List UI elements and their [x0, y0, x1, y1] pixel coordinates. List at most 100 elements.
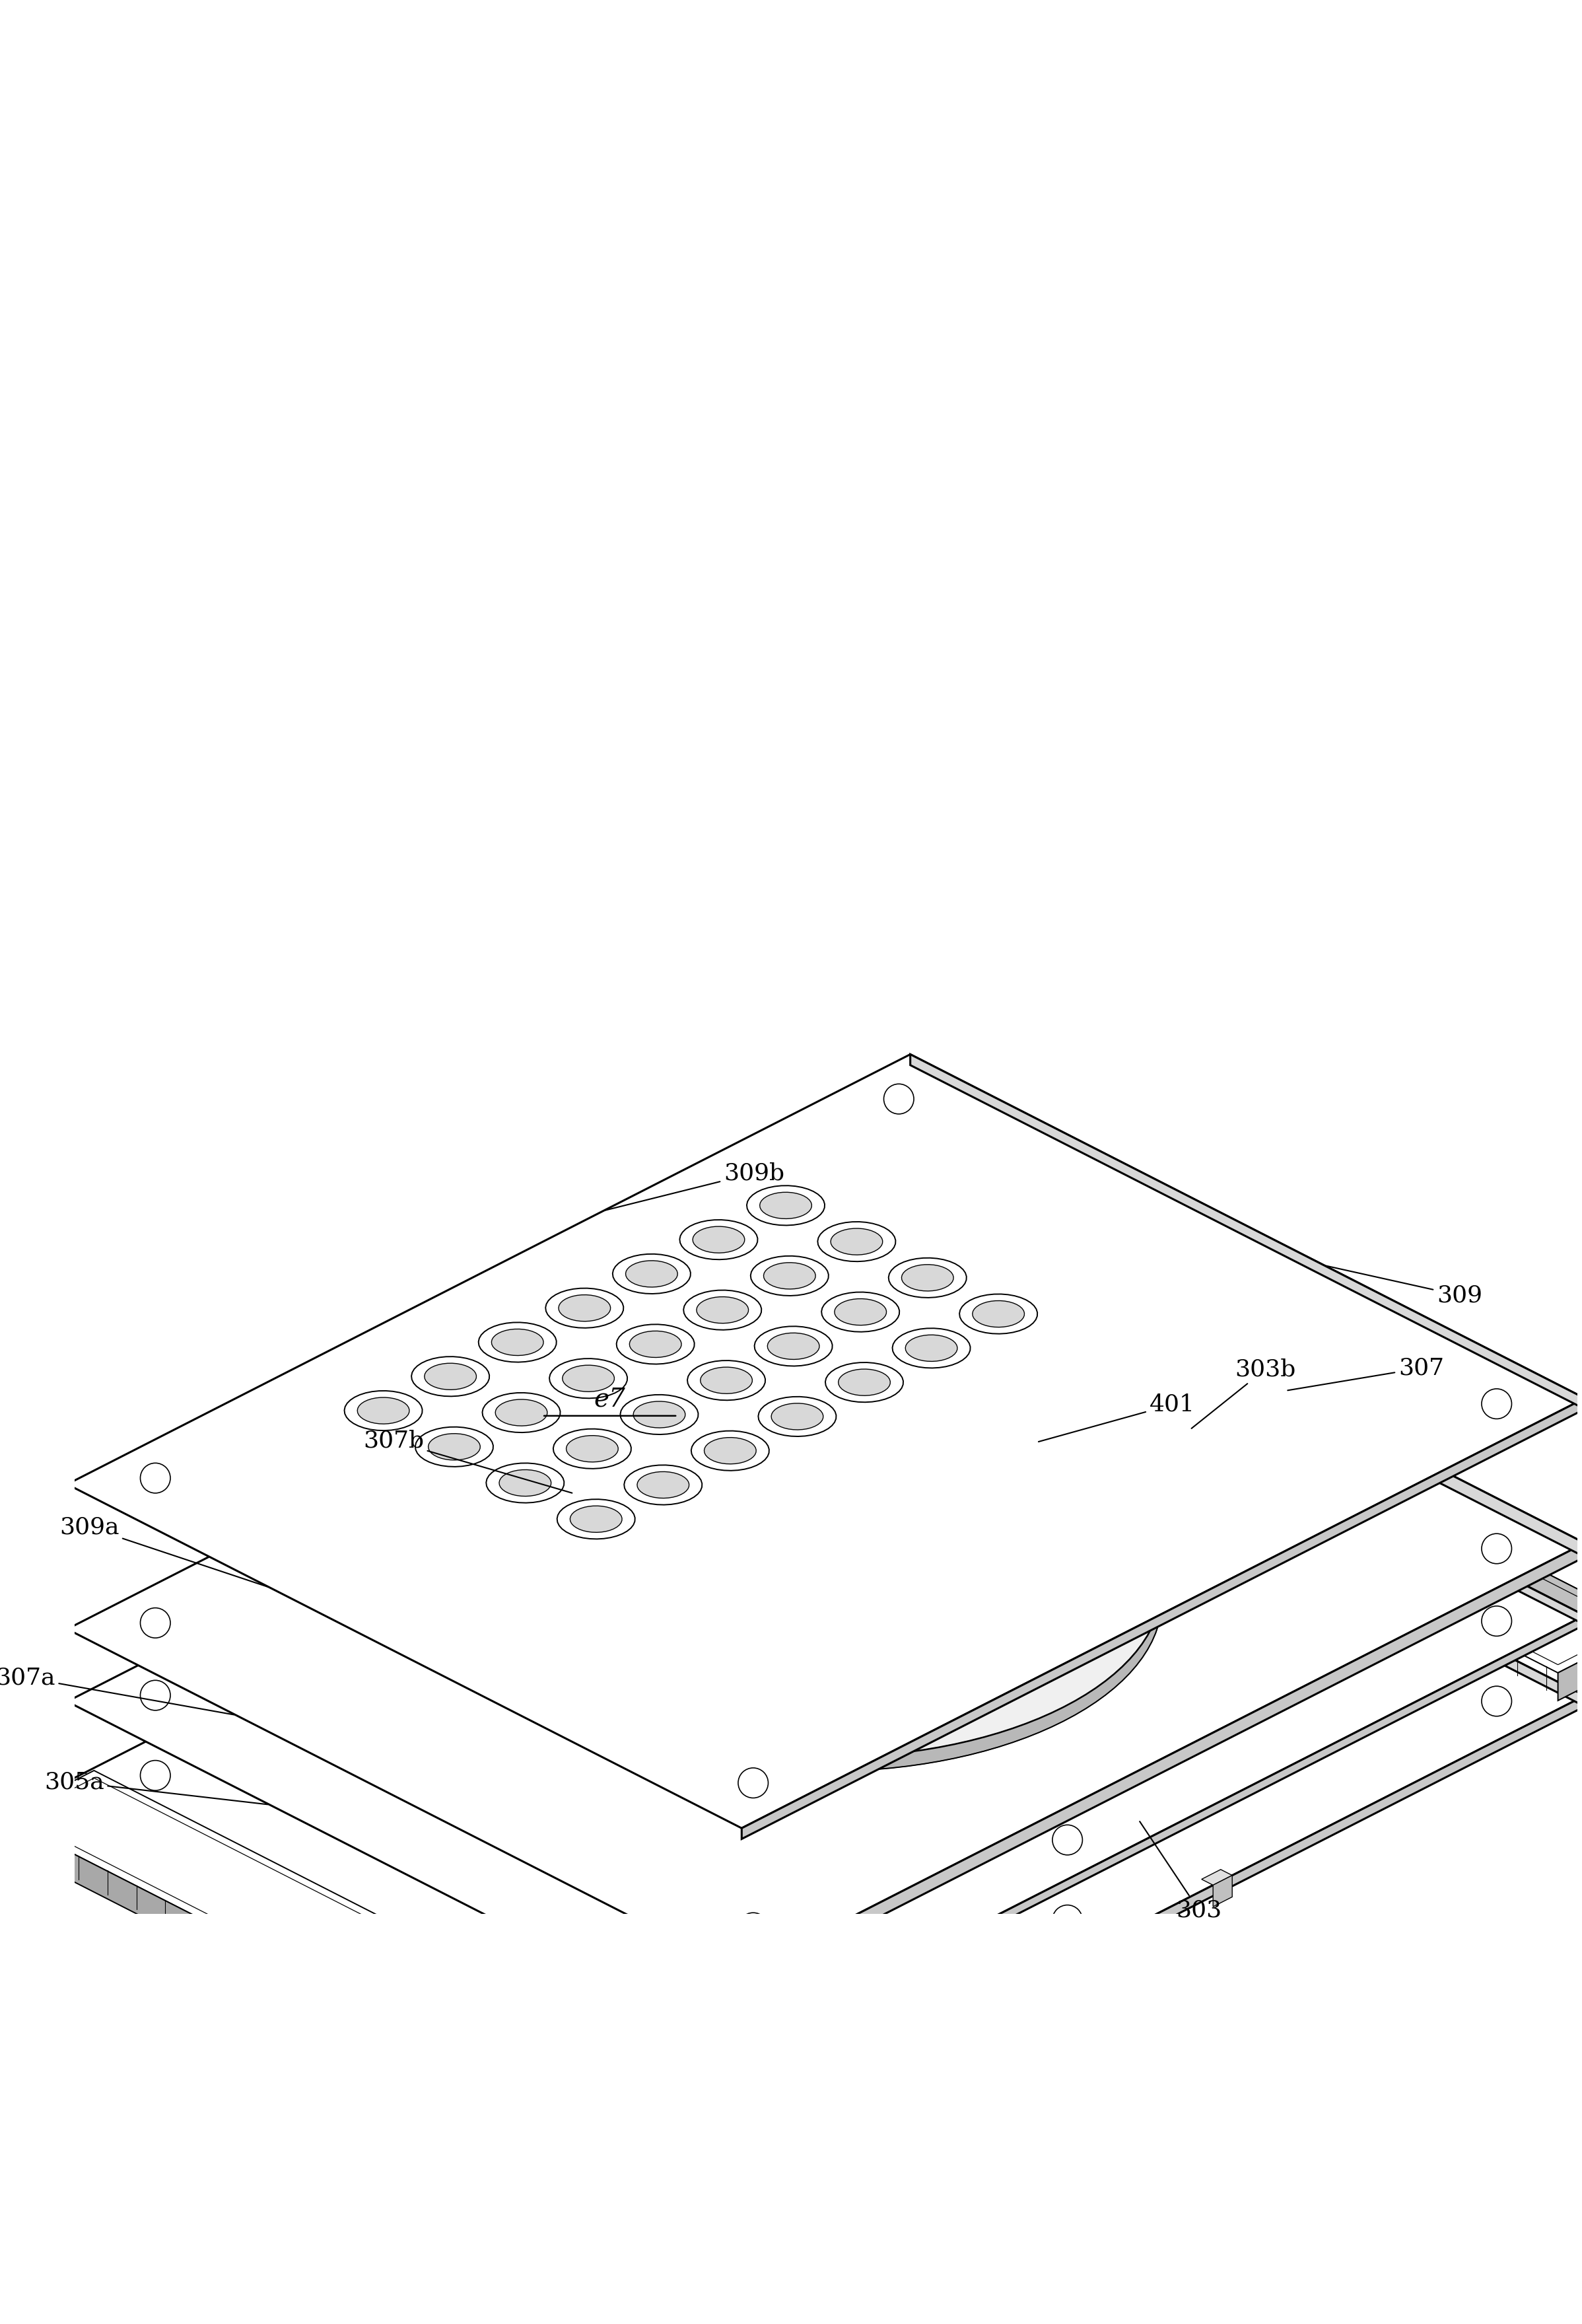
- Polygon shape: [500, 1469, 551, 1497]
- Polygon shape: [1405, 1534, 1416, 1562]
- Polygon shape: [680, 1220, 758, 1260]
- Polygon shape: [683, 1290, 761, 1329]
- Text: 307: 307: [1288, 1357, 1444, 1390]
- Polygon shape: [910, 1199, 1582, 1557]
- Polygon shape: [490, 1415, 1163, 1757]
- Polygon shape: [818, 1222, 895, 1262]
- Polygon shape: [742, 1697, 1582, 2136]
- Polygon shape: [66, 1199, 1582, 1973]
- Polygon shape: [486, 1464, 565, 1504]
- Text: 303: 303: [1139, 1822, 1221, 1922]
- Polygon shape: [892, 1329, 970, 1369]
- Polygon shape: [66, 1353, 1582, 2126]
- Polygon shape: [767, 1334, 819, 1360]
- Polygon shape: [1117, 1924, 1136, 1954]
- Polygon shape: [566, 1436, 619, 1462]
- Polygon shape: [638, 2094, 731, 2171]
- Polygon shape: [66, 1055, 1582, 1829]
- Circle shape: [141, 1608, 171, 1638]
- Polygon shape: [742, 1399, 1582, 1838]
- Polygon shape: [755, 1327, 832, 1367]
- Polygon shape: [701, 1367, 753, 1394]
- Polygon shape: [562, 1364, 614, 1392]
- Polygon shape: [693, 1227, 745, 1253]
- Polygon shape: [638, 1471, 690, 1499]
- Polygon shape: [973, 1301, 1025, 1327]
- Polygon shape: [922, 1301, 1582, 1673]
- Polygon shape: [2, 1771, 731, 2143]
- Polygon shape: [1558, 1627, 1582, 1701]
- Polygon shape: [750, 1255, 829, 1297]
- Polygon shape: [764, 1262, 816, 1290]
- Polygon shape: [554, 1429, 631, 1469]
- Polygon shape: [831, 1229, 883, 1255]
- Polygon shape: [1213, 1875, 1232, 1906]
- Circle shape: [739, 2066, 769, 2096]
- Polygon shape: [570, 1506, 622, 1532]
- Polygon shape: [1014, 1301, 1582, 1655]
- Polygon shape: [742, 1615, 1582, 2054]
- Circle shape: [884, 1301, 914, 1332]
- Polygon shape: [838, 1369, 891, 1397]
- Polygon shape: [473, 1332, 1179, 1690]
- Circle shape: [884, 1380, 914, 1411]
- Circle shape: [739, 1769, 769, 1799]
- Polygon shape: [2, 1817, 638, 2171]
- Polygon shape: [704, 1439, 756, 1464]
- Polygon shape: [747, 1185, 824, 1225]
- Circle shape: [884, 1083, 914, 1113]
- Circle shape: [884, 1229, 914, 1260]
- Polygon shape: [429, 1434, 481, 1459]
- Polygon shape: [590, 1390, 1179, 1699]
- Polygon shape: [1386, 1534, 1416, 1550]
- Text: 401: 401: [1038, 1394, 1194, 1441]
- Polygon shape: [758, 1397, 837, 1436]
- Text: 309b: 309b: [606, 1162, 785, 1211]
- Polygon shape: [959, 1294, 1038, 1334]
- Polygon shape: [826, 1362, 903, 1401]
- Circle shape: [1052, 1906, 1082, 1936]
- Polygon shape: [821, 1292, 900, 1332]
- Polygon shape: [1202, 1868, 1232, 1885]
- Circle shape: [1482, 1534, 1512, 1564]
- Polygon shape: [910, 1271, 1582, 1624]
- Polygon shape: [483, 1392, 560, 1432]
- Polygon shape: [557, 1499, 634, 1538]
- Polygon shape: [910, 1055, 1582, 1408]
- Text: 303b: 303b: [1191, 1357, 1296, 1429]
- Circle shape: [739, 1913, 769, 1943]
- Text: e7: e7: [595, 1387, 625, 1411]
- Text: 305a: 305a: [44, 1771, 267, 1803]
- Polygon shape: [345, 1390, 422, 1432]
- Polygon shape: [546, 1287, 623, 1327]
- Polygon shape: [358, 1397, 410, 1425]
- Polygon shape: [905, 1334, 957, 1362]
- Circle shape: [141, 1464, 171, 1492]
- Polygon shape: [633, 1401, 685, 1427]
- Polygon shape: [617, 1325, 694, 1364]
- Polygon shape: [414, 1427, 494, 1466]
- Circle shape: [1482, 1390, 1512, 1420]
- Polygon shape: [691, 1432, 769, 1471]
- Polygon shape: [630, 1332, 682, 1357]
- Text: 309a: 309a: [59, 1515, 267, 1587]
- Circle shape: [141, 1680, 171, 1710]
- Polygon shape: [66, 1271, 1582, 2045]
- Text: 307a: 307a: [0, 1666, 234, 1715]
- Text: 307b: 307b: [362, 1429, 573, 1492]
- Polygon shape: [759, 1192, 812, 1218]
- Polygon shape: [1106, 1917, 1136, 1934]
- Polygon shape: [549, 1360, 628, 1399]
- Polygon shape: [600, 1471, 1163, 1771]
- Polygon shape: [696, 1297, 748, 1322]
- Polygon shape: [742, 1543, 1582, 1987]
- Circle shape: [141, 1759, 171, 1789]
- Polygon shape: [834, 1299, 886, 1325]
- Text: 309: 309: [1326, 1267, 1482, 1306]
- Polygon shape: [424, 1364, 476, 1390]
- Polygon shape: [910, 1353, 1582, 1706]
- Circle shape: [1482, 1687, 1512, 1715]
- Polygon shape: [889, 1257, 967, 1297]
- Polygon shape: [772, 1404, 823, 1429]
- Polygon shape: [558, 1294, 611, 1322]
